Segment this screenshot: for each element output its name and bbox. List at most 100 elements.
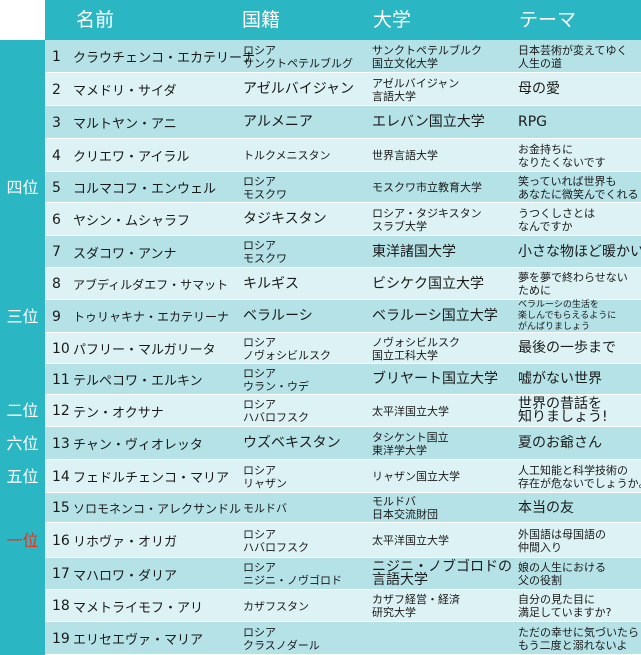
participant-university: カザフ経営・経済 研究大学 [372,590,517,622]
speech-theme: 外国語は母国語の 仲間入り [518,523,640,558]
text-line: アルメニア [243,114,313,130]
rank-sidebar: 四位 三位 二位 六位 五位 一位 [0,0,45,655]
text-line: ウラン・ウデ [243,379,309,393]
participant-name: リホヴァ・オリガ [73,535,178,550]
text-line: 父の役割 [518,574,562,587]
text-line: ニジニ・ノヴゴロド [243,574,342,587]
speech-theme: 笑っていれば世界も あなたに微笑んでくれる [518,172,640,203]
participant-nationality: モルドバ [243,493,368,523]
text-line: モスクワ [243,252,287,265]
table-row: 4 クリエワ・アイラル トルクメニスタン 世界言語大学 お金持ちに なりたくないです [45,139,641,172]
header-name: 名前 [76,9,115,31]
text-line: ロシア [243,43,276,57]
table-row: 8 アブディルダエフ・サマット キルギス ビシケク国立大学 夢を夢で終わらせない ために [45,268,641,300]
table-row: 13 チャン・ヴィオレッタ ウズベキスタン タシケント国立 東洋学大学 夏のお爺さん [45,427,641,460]
text-line: モルドバ [372,495,416,508]
text-line: リャザン国立大学 [372,470,460,483]
text-line: お金持ちに [518,142,573,156]
participant-university: モスクワ市立教育大学 [372,172,517,203]
row-divider [45,589,641,590]
participant-university: リャザン国立大学 [372,460,517,493]
row-divider [45,72,641,73]
rank-band [0,40,45,655]
text-line: ロシア [243,366,276,380]
text-line: ベラルーシの生活を [518,300,599,310]
row-number: 7 [52,244,61,260]
text-line: エレバン国立大学 [372,114,485,130]
participant-name: テン・オクサナ [73,405,164,421]
participant-nationality: ロシア ニジニ・ノヴゴロド [243,558,368,590]
row-divider [45,426,641,427]
participant-university: 太平洋国立大学 [372,395,517,427]
participant-nationality: キルギス [243,268,368,300]
table-row: 5 コルマコフ・エンウェル ロシア モスクワ モスクワ市立教育大学 笑っていれば世界も あな… [45,172,641,203]
table-row: 7 スダコワ・アンナ ロシア モスクワ 東洋諸国大学 小さな物ほど暖かい [45,236,641,268]
text-line: がんばりましょう [518,322,591,332]
text-line: キルギス [243,275,299,292]
text-line: 東洋諸国大学 [372,243,456,260]
text-line: 国立工科大学 [372,348,438,362]
participant-nationality: トルクメニスタン [243,139,368,172]
text-line: ニジニ・ノブゴロドの [372,559,512,575]
text-line: リャザン [243,476,287,490]
row-divider [45,459,641,460]
text-line: 言語大学 [372,89,416,103]
text-line: ノヴォシビルスク [243,348,331,362]
participant-nationality: ウズベキスタン [243,427,368,460]
text-line: サンクトペテルブルク [372,43,482,57]
row-divider [45,621,641,622]
row-divider [45,235,641,236]
text-line: ロシア [243,527,276,541]
text-line: ロシア [243,239,276,252]
participant-nationality: アゼルバイジャン [243,73,368,106]
text-line: 小さな物ほど暖かい [518,243,641,260]
row-divider [45,105,641,106]
table-row: 9 トゥリャキナ・エカテリーナ ベラルーシ ベラルーシ国立大学 ベラルーシの生活を 楽しん… [45,300,641,333]
table-row: 15 ソロモネンコ・アレクサンドル モルドバ モルドバ 日本交流財団 本当の友 [45,493,641,523]
speech-theme: ベラルーシの生活を 楽しんでもらえるように がんばりましょう [518,300,640,333]
speech-theme: うつくしさとは なんですか [518,203,640,236]
participant-name: クリエワ・アイラル [73,150,190,165]
participant-name: コルマコフ・エンウェル [73,182,217,197]
row-number: 12 [52,403,70,419]
row-divider [45,332,641,333]
participant-university: 世界言語大学 [372,139,517,172]
speech-theme: ただの幸せに気づいたら もう二度と溺れないよ [518,622,640,655]
text-line: タシケント国立 [372,430,449,444]
text-line: 言語大学 [372,572,428,588]
text-line: アゼルバイジャン [372,76,460,90]
header-nationality: 国籍 [242,9,281,31]
text-line: 最後の一歩まで [518,340,616,356]
table-header: 名前 国籍 大学 テーマ [45,0,641,40]
text-line: ロシア [243,625,276,639]
row-number: 6 [52,211,61,228]
participant-nationality: ロシア リャザン [243,460,368,493]
participant-name: チャン・ヴィオレッタ [73,438,203,453]
participant-university: ロシア・タジキスタン スラブ大学 [372,203,517,236]
participant-nationality: ロシア ハバロフスク [243,523,368,558]
participant-name: クラウチェンコ・エカテリーナ [73,51,256,66]
text-line: 知りましょう! [518,409,608,425]
text-line: 嘘がない世界 [518,371,602,387]
table-row: 10 パフリー・マルガリータ ロシア ノヴォシビルスク ノヴォシビルスク 国立工科大学 最後… [45,333,641,364]
text-line: うつくしさとは [518,206,595,220]
rank-label: 一位 [6,530,39,550]
row-number: 11 [52,371,70,388]
row-divider [45,171,641,172]
text-line: なりたくないです [518,155,606,169]
participant-name: マルトヤン・アニ [73,117,177,132]
text-line: 満足していますか? [518,606,612,619]
participant-name: パフリー・マルガリータ [73,343,216,358]
participant-nationality: ロシア ハバロフスク [243,395,368,427]
row-number: 17 [52,566,70,582]
header-university: 大学 [373,9,412,31]
text-line: 夢を夢で終わらせない [518,271,628,284]
participant-university: サンクトペテルブルク 国立文化大学 [372,40,517,73]
participant-university: ニジニ・ノブゴロドの 言語大学 [372,558,517,590]
row-divider [45,394,641,395]
speech-theme: 娘の人生における 父の役割 [518,558,640,590]
participant-name: マメドリ・サイダ [73,84,177,99]
rank-label: 五位 [6,466,39,486]
speech-theme: 嘘がない世界 [518,364,640,395]
rank-label: 三位 [6,306,39,326]
